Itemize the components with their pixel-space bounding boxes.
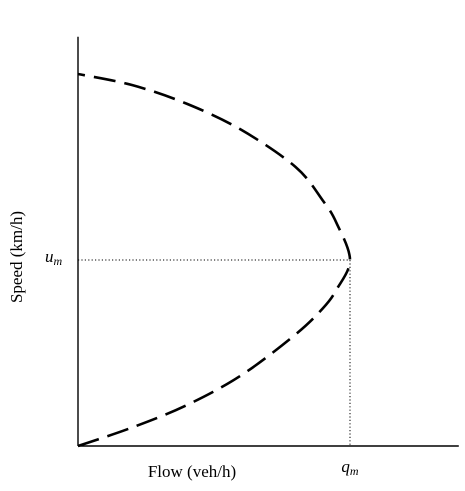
y-axis-label: Speed (km/h) — [7, 211, 26, 303]
qm-label-base: q — [341, 457, 350, 476]
um-label: um — [45, 247, 63, 268]
um-label-base: u — [45, 247, 54, 266]
qm-label-sub: m — [350, 464, 359, 478]
plot-area — [77, 36, 459, 448]
x-axis-label: Flow (veh/h) — [148, 462, 236, 481]
qm-label: qm — [341, 457, 359, 478]
um-label-sub: m — [54, 254, 63, 268]
speed-flow-curve — [77, 72, 352, 448]
